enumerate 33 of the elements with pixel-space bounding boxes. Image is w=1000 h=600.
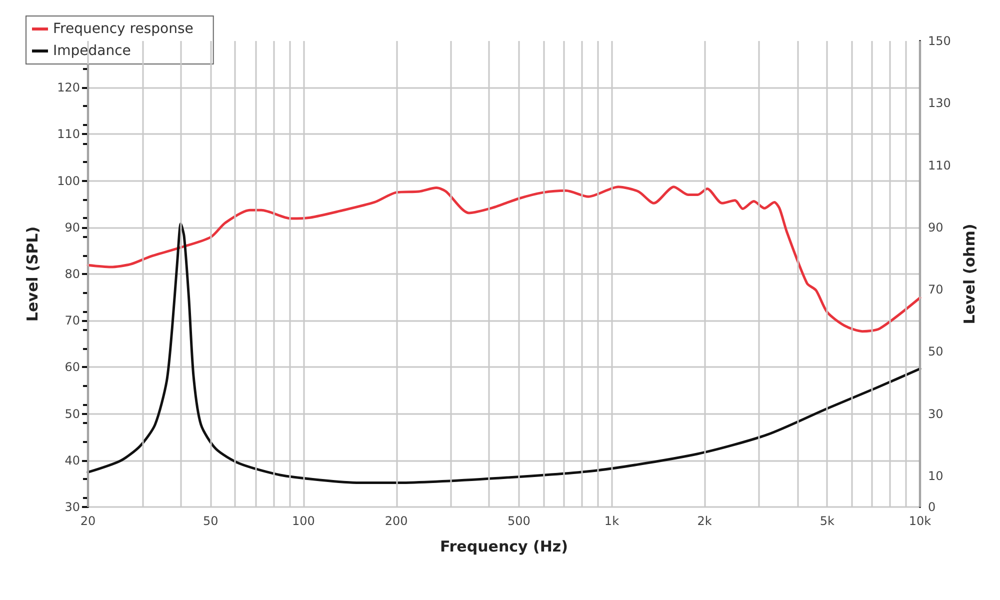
y2-tick-label: 90 bbox=[928, 220, 944, 234]
y-tick-label: 80 bbox=[64, 267, 80, 281]
y2-tick-label: 30 bbox=[928, 406, 944, 421]
x-tick-label: 10k bbox=[908, 514, 932, 528]
legend-label: Impedance bbox=[53, 43, 131, 59]
y-tick-label: 50 bbox=[64, 406, 80, 421]
y-tick-label: 110 bbox=[57, 127, 80, 142]
x-tick-label: 20 bbox=[80, 514, 96, 528]
x-tick-label: 200 bbox=[384, 514, 408, 528]
y-tick-label: 90 bbox=[64, 220, 80, 234]
y-tick-label: 40 bbox=[64, 453, 80, 468]
y2-tick-label: 10 bbox=[928, 468, 944, 483]
x-tick-label: 5k bbox=[820, 514, 835, 528]
y2-tick-label: 70 bbox=[928, 282, 944, 297]
y-tick-label: 70 bbox=[64, 314, 80, 328]
y-axis-title: Level (SPL) bbox=[24, 226, 42, 322]
x-axis-title: Frequency (Hz) bbox=[440, 538, 568, 556]
y2-tick-label: 110 bbox=[928, 158, 951, 172]
x-tick-label: 50 bbox=[203, 514, 218, 528]
y2-tick-label: 150 bbox=[928, 34, 951, 48]
y-tick-label: 100 bbox=[57, 174, 80, 188]
x-tick-label: 500 bbox=[507, 514, 530, 528]
y-tick-label: 30 bbox=[64, 500, 80, 514]
x-tick-label: 1k bbox=[604, 514, 620, 528]
y-tick-label: 60 bbox=[64, 360, 80, 374]
y2-tick-label: 50 bbox=[928, 344, 944, 359]
y2-axis-title: Level (ohm) bbox=[960, 224, 978, 324]
x-tick-label: 100 bbox=[292, 514, 315, 528]
y2-tick-label: 130 bbox=[928, 96, 951, 110]
legend-label: Frequency response bbox=[53, 21, 194, 37]
x-tick-label: 2k bbox=[697, 514, 712, 528]
y2-tick-label: 0 bbox=[928, 500, 936, 514]
y-tick-label: 120 bbox=[57, 80, 80, 95]
